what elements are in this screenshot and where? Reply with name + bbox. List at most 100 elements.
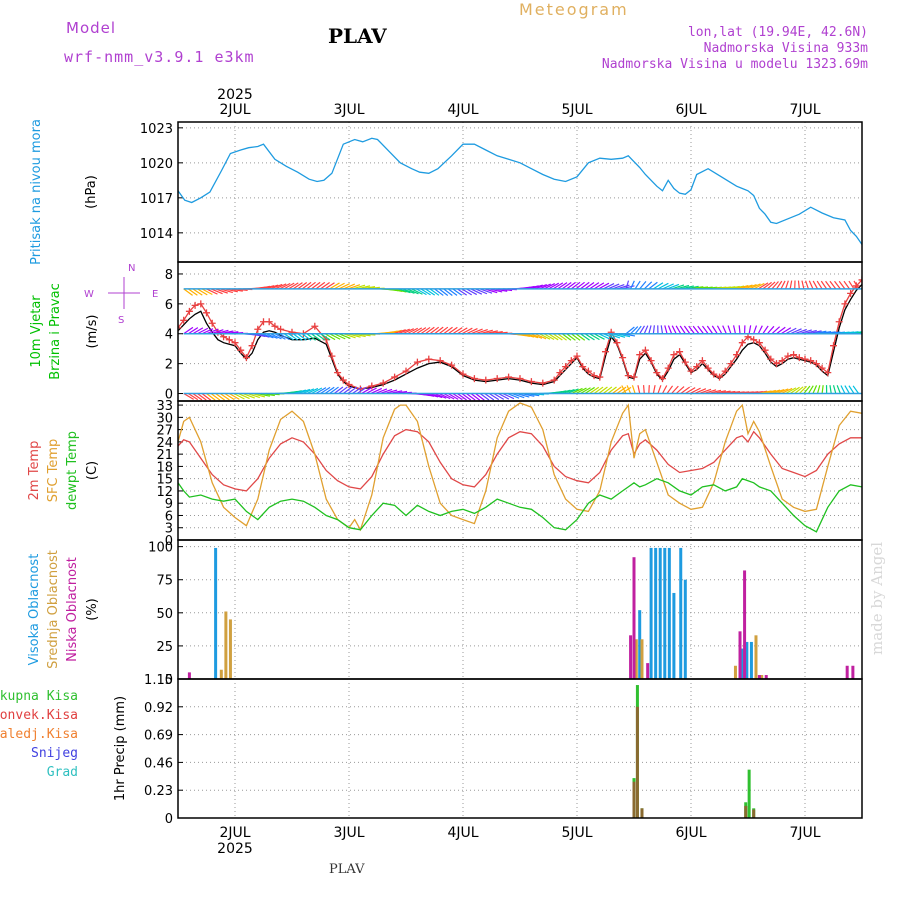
gust-marker [203,309,210,317]
wind-barb [365,387,377,395]
wind-barb [575,281,585,290]
gust-marker [841,300,849,308]
gust-marker [237,346,245,354]
wind-barb [370,387,383,395]
wind-barb [593,386,604,395]
wind-barb [816,385,821,394]
wind-barb [631,385,636,394]
wind-barb [716,325,723,335]
wind-barb [689,387,701,395]
wind-barb [502,392,515,400]
wind-barb [634,325,642,335]
gust-marker [750,336,758,344]
wind-barb [584,333,595,341]
year-label-top: 2025 [217,87,253,103]
bar [749,641,753,679]
wind-barb [552,333,563,341]
y-tick-label: 12 [156,485,173,500]
wind-barb [475,288,488,295]
model-label: Model [66,19,117,37]
wind-barb [607,283,620,290]
wind-barb [301,333,312,341]
gust-marker [790,351,798,359]
y-tick-label: 50 [156,607,173,622]
wind-barb [727,325,732,334]
wind-barb [229,393,240,400]
wind-barb [447,393,459,400]
wind-barb [671,325,677,335]
gust-marker [277,325,285,333]
y-tick-label: 27 [156,424,173,439]
wind-barb [657,282,669,290]
gust-marker [847,289,855,297]
gust-marker [624,372,632,380]
wind-barb [539,283,552,290]
wind-barb [539,333,551,340]
wind-barb [434,288,444,296]
bar [629,635,633,679]
compass-w: W [84,289,94,300]
gust-marker [812,360,820,368]
gust-marker [334,369,342,377]
gust-marker [659,375,666,383]
bar [654,547,658,679]
day-tick-bottom: 7JUL [789,825,820,841]
bar [635,706,639,818]
gust-marker [265,318,273,326]
gust-marker [208,319,216,327]
wind-barb [470,288,483,295]
bar [733,665,737,679]
wind-barb [776,326,786,335]
series-line [178,428,862,492]
wind-barb [771,326,781,335]
wind-barb [566,333,576,341]
bar [738,631,742,679]
wind-barb [548,333,559,341]
wind-barb [183,393,194,400]
wind-barb [611,386,622,395]
wind-barb [201,288,213,296]
wind-barb [420,326,431,335]
gust-marker [733,351,741,359]
wind-barb [374,388,388,395]
wind-barb [580,281,590,290]
wind-barb [306,281,316,290]
wind-barb [748,283,761,290]
day-tick-bottom: 6JUL [675,825,706,841]
wind-barb [279,282,291,290]
wind-barb [219,393,230,401]
y-tick-label: 6 [165,509,173,524]
wind-barb [706,325,714,335]
wind-barb [183,326,194,335]
wind-barb [808,280,814,290]
day-tick-bottom: 2JUL [219,825,250,841]
wind-barb [688,325,695,335]
wind-barb [821,385,824,394]
gust-marker [613,339,621,347]
bar [757,675,761,679]
y-tick-label: 1014 [140,227,173,242]
wind-barb [593,333,605,340]
wind-barb [701,325,709,335]
wind-barb [766,281,776,290]
wind-barb [766,325,775,335]
wind-barb [643,281,653,290]
precip-legend-label: Grad [47,765,78,780]
wind-barb [343,283,356,290]
bar [747,769,751,818]
wind-barb [789,328,802,335]
panel-label-cloud: Visoka Oblacnost [27,554,42,666]
panel-label-pressure: Pritisak na nivou mora [29,119,44,265]
wind-barb [829,385,832,394]
panel-label-temp: SFC Temp [46,439,61,503]
wind-barb [297,281,308,290]
y-tick-label: 2 [165,358,173,373]
bar [845,665,849,679]
gust-marker [676,348,684,356]
gust-marker [328,352,336,360]
wind-barb [657,385,662,394]
wind-barb [329,282,340,290]
gust-marker [602,348,609,356]
gust-marker [579,363,587,371]
precip-legend-label: Ukupna Kisa [0,689,78,704]
